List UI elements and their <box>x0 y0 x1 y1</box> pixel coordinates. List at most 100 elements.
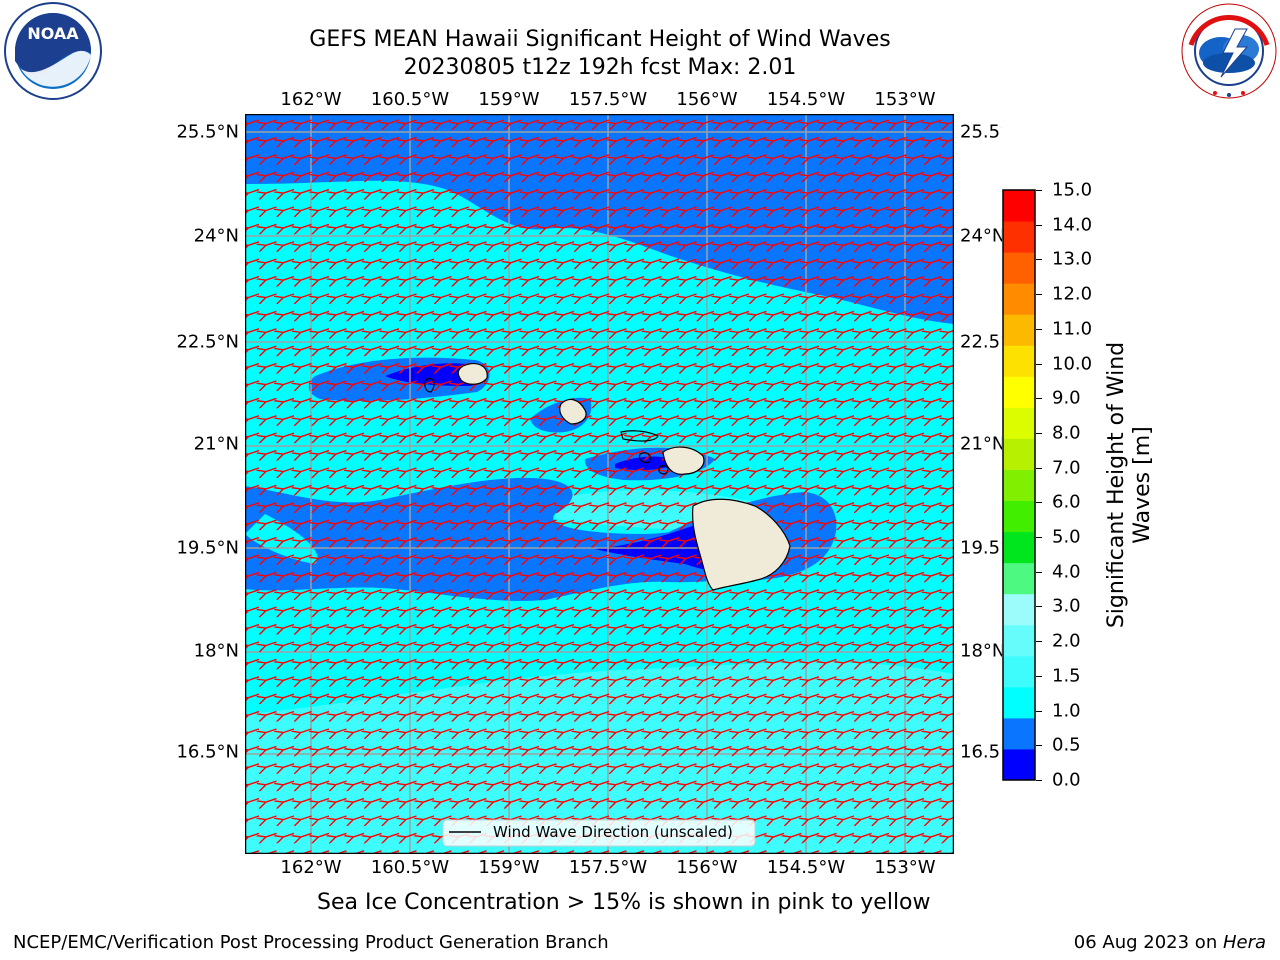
wind-wave-arrow <box>510 310 522 315</box>
wind-wave-arrow <box>475 275 487 281</box>
wind-wave-arrow <box>790 345 802 350</box>
wind-wave-arrow <box>562 206 575 211</box>
wind-wave-arrow <box>457 171 470 176</box>
wind-wave-arrow <box>667 415 680 420</box>
wind-wave-arrow <box>562 154 575 159</box>
lon-label-top: 157.5°W <box>568 89 648 110</box>
wind-wave-arrow <box>282 415 295 420</box>
wind-wave-arrow <box>632 275 645 281</box>
wind-wave-arrow <box>790 119 802 124</box>
wind-wave-arrow <box>527 154 540 159</box>
wind-wave-arrow <box>615 293 627 298</box>
wind-wave-arrow <box>352 136 365 141</box>
wind-wave-arrow <box>895 188 907 194</box>
wind-wave-arrow <box>842 154 855 159</box>
wind-wave-arrow <box>317 275 330 281</box>
wind-wave-arrow <box>317 432 330 437</box>
wind-wave-arrow <box>667 345 680 350</box>
wind-wave-arrow <box>737 362 750 368</box>
wind-wave-arrow <box>265 380 277 385</box>
wind-wave-arrow <box>265 328 277 333</box>
wind-wave-arrow <box>352 362 365 368</box>
wind-wave-arrow <box>370 293 382 298</box>
wind-wave-arrow <box>475 328 487 333</box>
wind-wave-arrow <box>877 415 890 420</box>
wind-wave-arrow <box>825 241 837 246</box>
wind-wave-arrow <box>597 119 610 124</box>
wind-wave-arrow <box>422 136 435 141</box>
wind-wave-arrow <box>352 415 365 420</box>
wind-wave-arrow <box>632 258 645 263</box>
wind-wave-arrow <box>737 188 750 194</box>
wind-wave-arrow <box>650 362 662 368</box>
wind-wave-arrow <box>457 275 470 281</box>
wind-wave-arrow <box>265 223 277 228</box>
wind-wave-arrow <box>790 397 802 402</box>
wind-wave-arrow <box>772 328 785 333</box>
wind-wave-arrow <box>615 258 627 263</box>
wind-wave-arrow <box>457 293 470 298</box>
wind-wave-arrow <box>580 310 592 315</box>
wind-wave-arrow <box>685 171 697 176</box>
wind-wave-arrow <box>755 328 767 333</box>
colorbar-label-line1: Significant Height of Wind <box>1104 341 1129 629</box>
wind-wave-arrow <box>842 119 855 124</box>
wind-wave-arrow <box>877 328 890 333</box>
wind-wave-arrow <box>615 310 627 315</box>
colorbar-segment <box>1003 593 1035 626</box>
wind-wave-arrow <box>772 206 785 211</box>
wind-wave-arrow <box>632 362 645 368</box>
colorbar-label-line2: Waves [m] <box>1130 426 1155 544</box>
wind-wave-arrow <box>667 223 680 228</box>
wind-wave-arrow <box>702 258 715 263</box>
wind-wave-arrow <box>772 171 785 176</box>
wind-wave-arrow <box>807 188 820 194</box>
wind-wave-arrow <box>702 345 715 350</box>
wind-wave-arrow <box>370 310 382 315</box>
wind-wave-arrow <box>370 328 382 333</box>
wind-wave-arrow <box>370 380 382 385</box>
wind-wave-arrow <box>895 241 907 246</box>
wind-wave-arrow <box>755 136 767 141</box>
colorbar-tick-mark <box>1036 294 1042 296</box>
wind-wave-arrow <box>632 206 645 211</box>
wind-wave-arrow <box>370 397 382 402</box>
colorbar-tick-mark <box>1036 745 1042 747</box>
wind-wave-arrow <box>632 171 645 176</box>
wind-wave-arrow <box>825 362 837 368</box>
sea-ice-caption: Sea Ice Concentration > 15% is shown in … <box>317 890 931 915</box>
wind-wave-arrow <box>807 223 820 228</box>
wind-wave-arrow <box>615 380 627 385</box>
wind-wave-arrow <box>265 362 277 368</box>
wind-wave-arrow <box>282 328 295 333</box>
wind-wave-arrow <box>247 119 260 124</box>
wind-wave-arrow <box>877 275 890 281</box>
wind-wave-arrow <box>860 380 872 385</box>
wind-wave-arrow <box>545 345 557 350</box>
wind-wave-arrow <box>650 293 662 298</box>
wind-wave-arrow <box>300 154 312 159</box>
wind-wave-arrow <box>370 275 382 281</box>
wind-wave-arrow <box>440 258 452 263</box>
wind-wave-arrow <box>632 328 645 333</box>
wind-wave-arrow <box>825 258 837 263</box>
wind-wave-arrow <box>492 188 505 194</box>
wind-wave-arrow <box>492 275 505 281</box>
wind-wave-arrow <box>247 241 260 246</box>
colorbar-segment <box>1003 438 1035 470</box>
wind-wave-arrow <box>300 362 312 368</box>
colorbar-tick-mark <box>1036 675 1042 677</box>
wind-wave-arrow <box>387 310 400 315</box>
wind-wave-arrow <box>895 206 907 211</box>
wind-wave-arrow <box>335 275 347 281</box>
wind-wave-arrow <box>317 206 330 211</box>
wind-wave-arrow <box>510 119 522 124</box>
wind-wave-arrow <box>247 206 260 211</box>
wind-wave-arrow <box>527 136 540 141</box>
wind-wave-arrow <box>895 310 907 315</box>
wind-wave-arrow <box>440 154 452 159</box>
colorbar-tick-mark <box>1036 398 1042 400</box>
wind-wave-arrow <box>300 171 312 176</box>
colorbar-tick-mark <box>1036 467 1042 469</box>
wind-wave-arrow <box>877 345 890 350</box>
